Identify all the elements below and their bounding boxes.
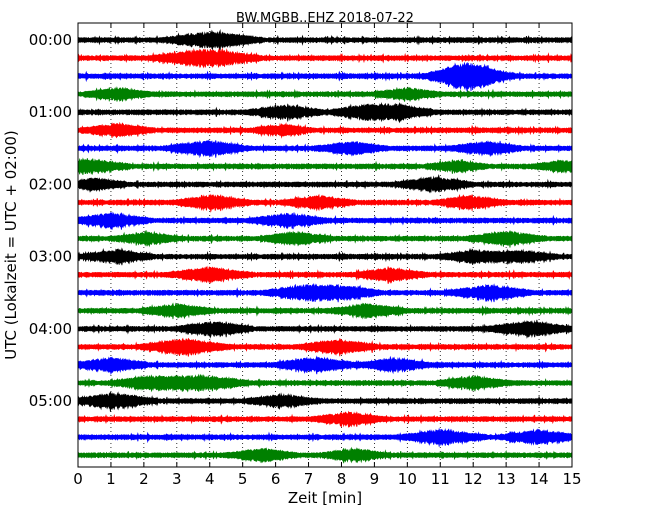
x-tick-label: 15 [562, 470, 581, 488]
y-tick-label: 05:00 [29, 392, 72, 410]
y-axis: 00:00 01:00 02:00 03:00 04:00 05:00 [29, 31, 572, 410]
chart-title: BW.MGBB..EHZ 2018-07-22 [236, 11, 414, 26]
x-tick-label: 14 [530, 470, 549, 488]
x-tick-label: 12 [464, 470, 483, 488]
y-tick-label: 03:00 [29, 248, 72, 266]
x-tick-label: 8 [337, 470, 347, 488]
x-axis-label: Zeit [min] [288, 489, 362, 507]
x-tick-label: 11 [431, 470, 450, 488]
x-tick-label: 3 [172, 470, 182, 488]
plot-frame [77, 22, 573, 468]
x-tick-label: 9 [370, 470, 380, 488]
y-tick-label: 04:00 [29, 320, 72, 338]
y-tick-label: 00:00 [29, 31, 72, 49]
x-tick-label: 0 [73, 470, 83, 488]
x-tick-label: 2 [139, 470, 149, 488]
y-tick-label: 02:00 [29, 175, 72, 193]
x-tick-label: 4 [205, 470, 215, 488]
x-tick-label: 13 [497, 470, 516, 488]
x-tick-label: 6 [271, 470, 281, 488]
x-tick-label: 10 [398, 470, 417, 488]
x-tick-label: 7 [304, 470, 314, 488]
x-axis: 0 1 2 3 4 5 6 7 8 9 10 11 12 13 14 15 [73, 23, 582, 488]
y-tick-label: 01:00 [29, 103, 72, 121]
x-tick-label: 1 [106, 470, 116, 488]
y-axis-label: UTC (Lokalzeit = UTC + 02:00) [2, 130, 20, 360]
x-tick-label: 5 [238, 470, 248, 488]
